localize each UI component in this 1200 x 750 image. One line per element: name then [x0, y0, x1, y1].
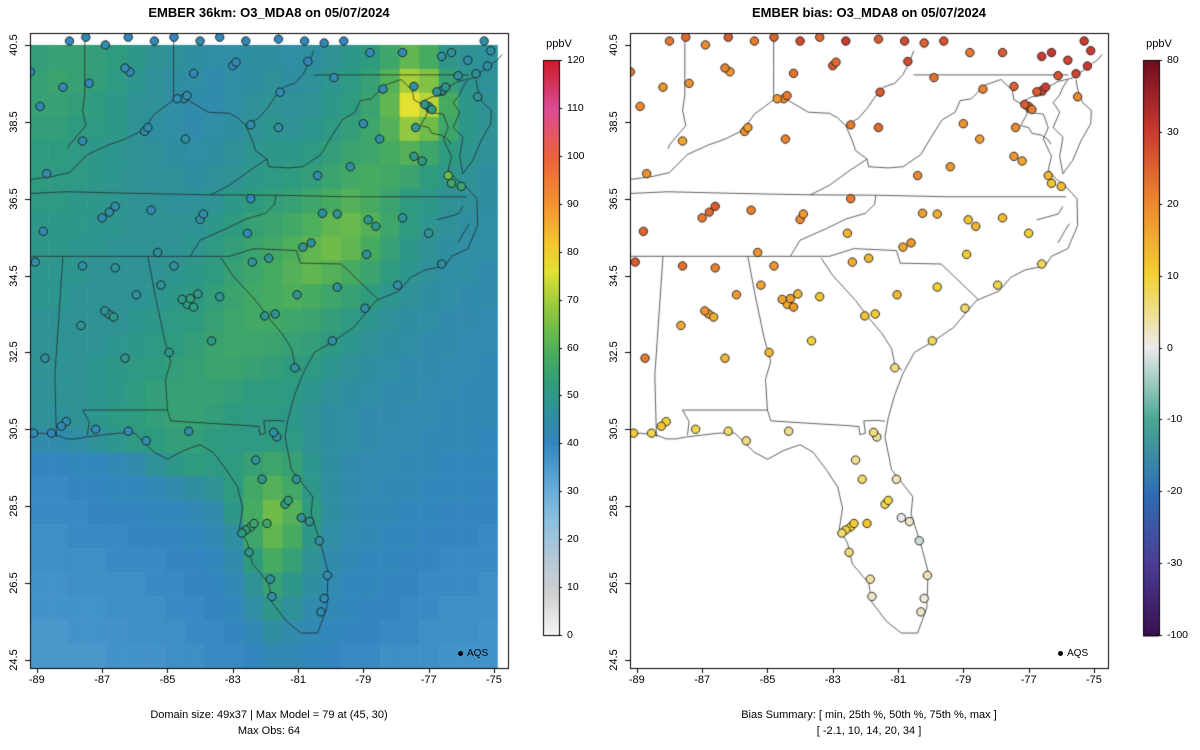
bias-map-canvas — [600, 0, 1200, 750]
aqs-dot-icon — [1058, 651, 1063, 656]
bias-map-title: EMBER bias: O3_MDA8 on 05/07/2024 — [751, 5, 987, 20]
model-colorbar-unit-label: ppbV — [546, 38, 572, 50]
bias-aqs-legend: AQS — [1058, 648, 1088, 659]
model-aqs-legend: AQS — [458, 648, 488, 659]
model-annotation-maxobs: Max Obs: 64 — [237, 725, 301, 737]
model-map-panel: -89 -87 -85 -83 -81 -79 -77 -75 24.5 26.5 28.5 30.5… — [0, 0, 600, 750]
aqs-legend-label: AQS — [467, 648, 489, 659]
bias-annotation-summary-values: [ -2.1, 10, 14, 20, 34 ] — [816, 725, 922, 737]
bias-map-panel: -89 -87 -85 -83 -81 -79 -77 -75 24.5 26.5 28.5 30.5… — [600, 0, 1200, 750]
bias-annotation-summary-header: Bias Summary: [ min, 25th %, 50th %, 75t… — [741, 709, 997, 721]
aqs-legend-label: AQS — [1067, 648, 1089, 659]
model-map-title: EMBER 36km: O3_MDA8 on 05/07/2024 — [148, 5, 390, 20]
aqs-dot-icon — [458, 651, 463, 656]
model-map-canvas — [0, 0, 600, 750]
model-annotation-domain: Domain size: 49x37 | Max Model = 79 at (… — [150, 709, 388, 721]
bias-colorbar-unit-label: ppbV — [1146, 38, 1172, 50]
